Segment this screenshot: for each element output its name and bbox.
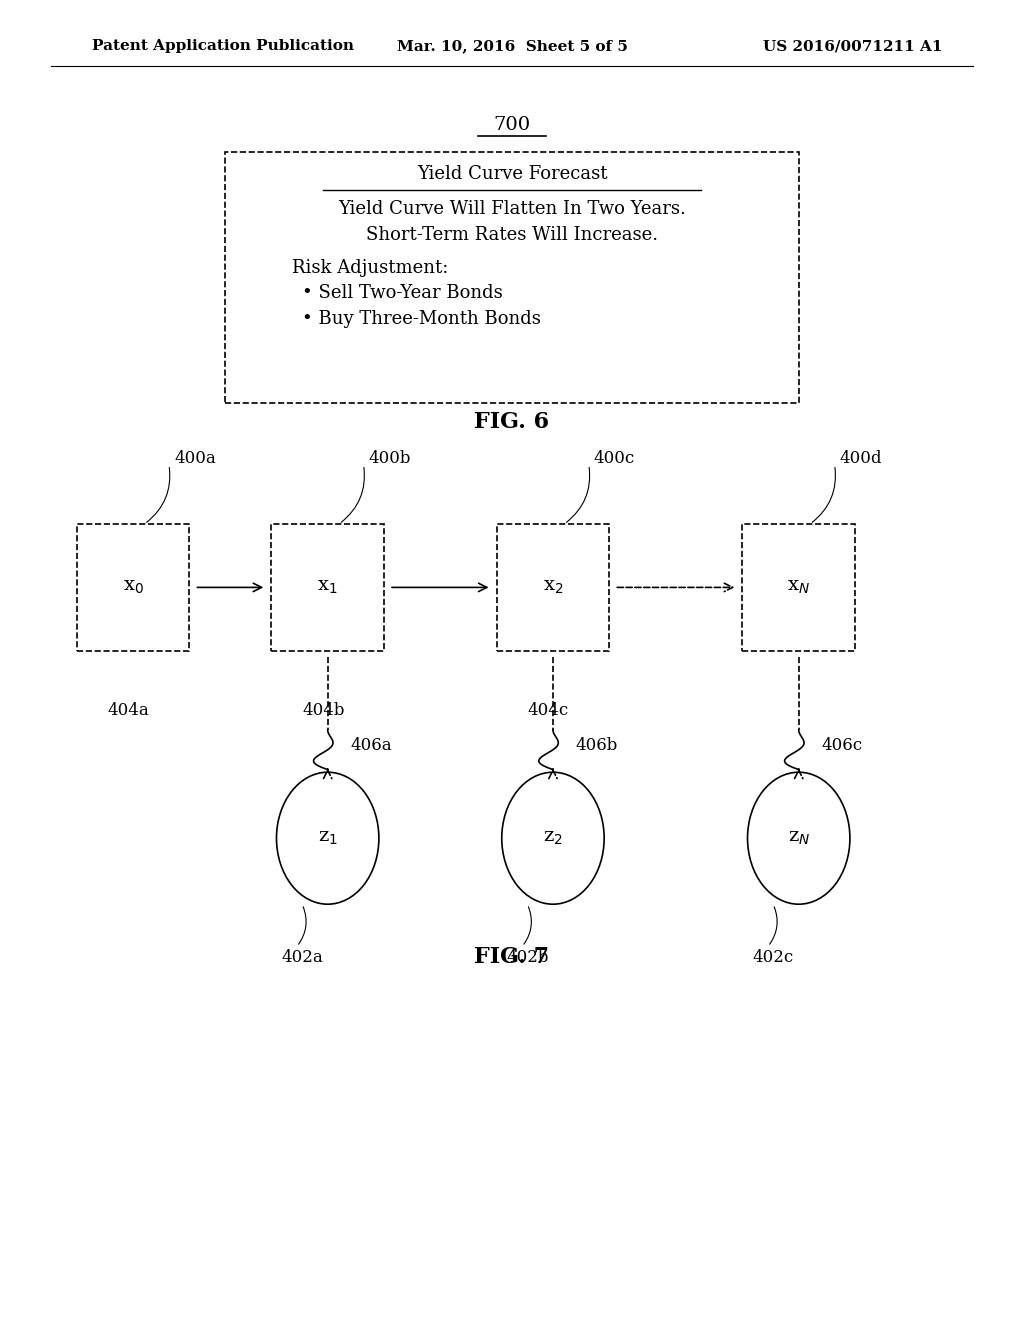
FancyBboxPatch shape bbox=[225, 152, 799, 403]
Text: 400a: 400a bbox=[174, 450, 216, 466]
Text: Mar. 10, 2016  Sheet 5 of 5: Mar. 10, 2016 Sheet 5 of 5 bbox=[396, 40, 628, 53]
Text: 404b: 404b bbox=[302, 702, 345, 718]
Text: Yield Curve Forecast: Yield Curve Forecast bbox=[417, 165, 607, 183]
Text: Short-Term Rates Will Increase.: Short-Term Rates Will Increase. bbox=[366, 226, 658, 244]
FancyBboxPatch shape bbox=[77, 524, 189, 651]
Circle shape bbox=[748, 772, 850, 904]
Text: 406c: 406c bbox=[821, 738, 862, 754]
Text: • Buy Three-Month Bonds: • Buy Three-Month Bonds bbox=[302, 310, 541, 329]
Text: FIG. 7: FIG. 7 bbox=[474, 946, 550, 968]
Text: x$_N$: x$_N$ bbox=[787, 578, 810, 597]
FancyBboxPatch shape bbox=[271, 524, 384, 651]
FancyBboxPatch shape bbox=[742, 524, 855, 651]
Text: 402b: 402b bbox=[507, 949, 550, 965]
Text: US 2016/0071211 A1: US 2016/0071211 A1 bbox=[763, 40, 942, 53]
Text: Risk Adjustment:: Risk Adjustment: bbox=[292, 259, 449, 277]
Text: z$_2$: z$_2$ bbox=[543, 829, 563, 847]
Text: z$_1$: z$_1$ bbox=[317, 829, 338, 847]
Text: 406b: 406b bbox=[575, 738, 617, 754]
Text: 402c: 402c bbox=[753, 949, 794, 965]
FancyBboxPatch shape bbox=[497, 524, 609, 651]
Text: 700: 700 bbox=[494, 116, 530, 135]
Text: 400b: 400b bbox=[369, 450, 412, 466]
Text: 404c: 404c bbox=[527, 702, 568, 718]
Circle shape bbox=[502, 772, 604, 904]
Text: Yield Curve Will Flatten In Two Years.: Yield Curve Will Flatten In Two Years. bbox=[338, 199, 686, 218]
Circle shape bbox=[276, 772, 379, 904]
Text: 406a: 406a bbox=[350, 738, 392, 754]
Text: Patent Application Publication: Patent Application Publication bbox=[92, 40, 354, 53]
Text: z$_N$: z$_N$ bbox=[787, 829, 810, 847]
Text: FIG. 6: FIG. 6 bbox=[474, 412, 550, 433]
Text: x$_2$: x$_2$ bbox=[543, 578, 563, 597]
Text: x$_0$: x$_0$ bbox=[123, 578, 143, 597]
Text: x$_1$: x$_1$ bbox=[317, 578, 338, 597]
Text: 400d: 400d bbox=[840, 450, 883, 466]
Text: • Sell Two-Year Bonds: • Sell Two-Year Bonds bbox=[302, 284, 503, 302]
Text: 402a: 402a bbox=[282, 949, 324, 965]
Text: 404a: 404a bbox=[108, 702, 150, 718]
Text: 400c: 400c bbox=[594, 450, 635, 466]
